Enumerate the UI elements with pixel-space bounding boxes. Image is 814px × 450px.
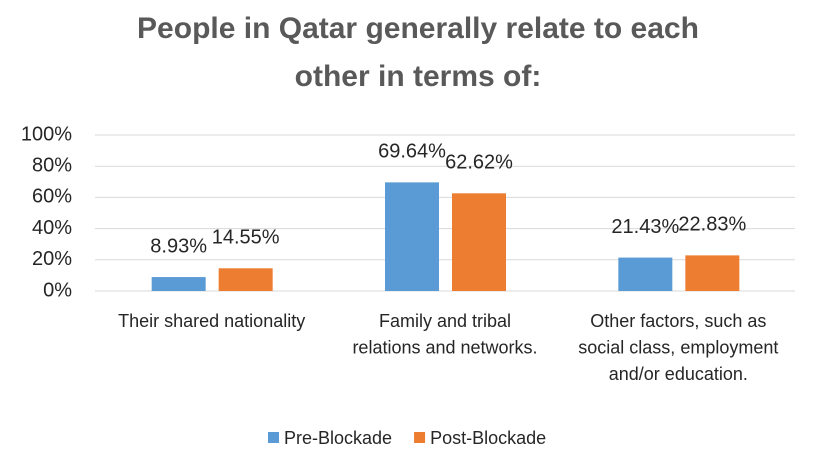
x-tick-label: Family and tribal relations and networks. xyxy=(352,311,537,358)
data-label: 14.55% xyxy=(212,227,280,249)
bar xyxy=(618,257,673,291)
bar xyxy=(452,193,506,291)
y-tick-label: 60% xyxy=(32,186,72,208)
chart-title: People in Qatar generally relate to each… xyxy=(137,12,699,93)
y-tick-label: 100% xyxy=(21,123,72,145)
bar xyxy=(385,182,439,291)
legend-swatch xyxy=(268,432,279,443)
data-label: 62.62% xyxy=(445,152,513,174)
legend-label: Post-Blockade xyxy=(430,428,546,448)
legend-label: Pre-Blockade xyxy=(284,428,392,448)
x-tick-label: Other factors, such as social class, empl… xyxy=(578,311,778,384)
data-label: 21.43% xyxy=(611,216,679,238)
bar xyxy=(685,255,740,291)
data-label: 22.83% xyxy=(678,214,746,236)
bar xyxy=(151,277,206,291)
x-tick-label: Their shared nationality xyxy=(118,311,305,331)
y-tick-label: 20% xyxy=(32,248,72,270)
bar xyxy=(218,268,273,291)
data-label: 8.93% xyxy=(150,235,207,257)
y-tick-label: 0% xyxy=(43,279,72,301)
data-label: 69.64% xyxy=(378,141,446,163)
legend-swatch xyxy=(414,432,426,443)
y-tick-label: 80% xyxy=(32,154,72,176)
y-tick-label: 40% xyxy=(32,217,72,239)
